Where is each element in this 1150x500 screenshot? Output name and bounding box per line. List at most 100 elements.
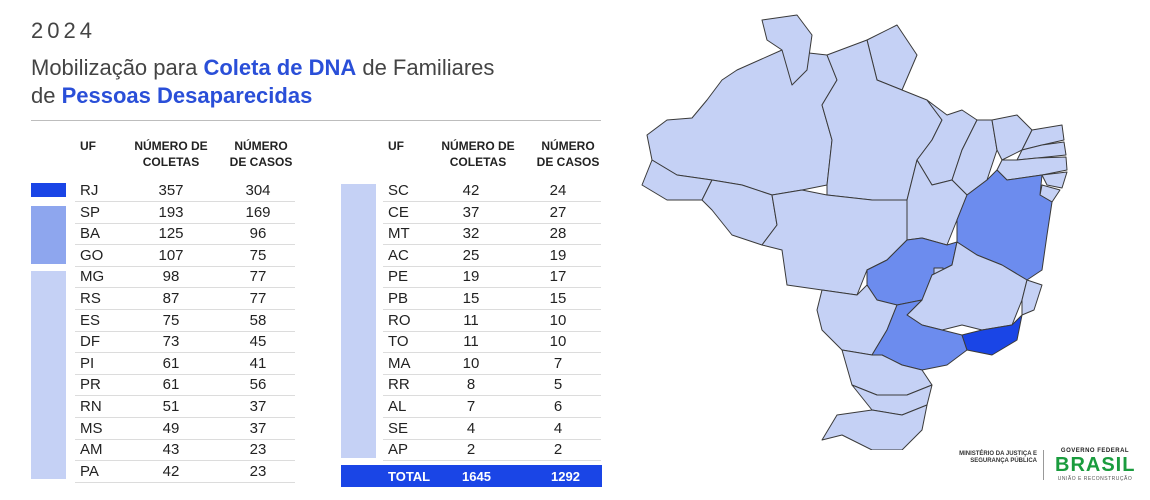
table-row: SC 42 24 [383,180,601,202]
uf-cell: TO [388,333,409,351]
uf-cell: MA [388,354,411,372]
coletas-cell: 357 [158,182,184,199]
table-row: TO 11 10 [383,331,601,354]
table-row: BA 125 96 [75,223,295,246]
table-row: RS 87 77 [75,288,295,310]
table-row: AM 43 23 [75,439,295,462]
brazil-map [641,14,1068,450]
brand-label: BRASIL [1055,454,1136,476]
year-label: 2024 [31,18,96,43]
coletas-cell: 11 [463,333,479,351]
tier-bar-3 [31,271,66,479]
table-row: PB 15 15 [383,288,601,310]
casos-cell: 17 [549,268,567,286]
table-row: PE 19 17 [383,266,601,289]
total-coletas: 1645 [462,469,491,484]
coletas-cell: 75 [162,311,180,329]
uf-cell: AL [388,398,407,415]
casos-cell: 5 [553,376,563,394]
casos-cell: 23 [249,441,267,459]
uf-cell: AP [388,441,409,459]
state-es [1021,279,1043,316]
header-uf: UF [388,139,404,153]
casos-cell: 45 [249,333,267,351]
uf-cell: CE [388,203,409,221]
tier-bar-3 [341,184,376,458]
uf-cell: PA [80,462,99,480]
title-text: de Familiares [356,55,495,80]
state-rr [761,14,813,86]
casos-cell: 37 [249,419,267,437]
coletas-cell: 10 [462,354,480,372]
uf-cell: DF [80,333,100,351]
tier-bar-2 [31,206,66,264]
header-uf: UF [80,139,96,153]
table-row: DF 73 45 [75,331,295,354]
coletas-cell: 42 [162,462,180,480]
casos-cell: 10 [549,333,567,351]
coletas-cell: 42 [462,182,480,199]
uf-cell: SC [388,182,409,199]
coletas-cell: 19 [462,268,480,286]
table-row: SE 4 4 [383,418,601,440]
coletas-cell: 61 [162,354,180,372]
uf-cell: RO [388,311,411,329]
uf-cell: SE [388,419,409,437]
coletas-cell: 25 [462,246,480,264]
state-rj [961,314,1023,356]
casos-cell: 6 [553,398,563,415]
coletas-cell: 73 [162,333,180,351]
table-row: AC 25 19 [383,245,601,267]
coletas-cell: 8 [466,376,476,394]
coletas-cell: 61 [162,376,180,394]
uf-cell: ES [80,311,101,329]
uf-cell: RR [388,376,410,394]
ministry-logo-text: MINISTÉRIO DA JUSTIÇA E SEGURANÇA PÚBLIC… [959,451,1037,464]
casos-cell: 4 [553,419,563,437]
table-row: MG 98 77 [75,266,295,289]
title-text: Mobilização para [31,55,204,80]
uf-cell: RJ [80,182,99,199]
table-row: PA 42 23 [75,461,295,483]
coletas-cell: 11 [463,311,479,329]
casos-cell: 23 [249,462,267,480]
casos-cell: 56 [249,376,267,394]
divider [31,120,601,121]
header-coletas: NÚMERO DE COLETAS [134,139,208,169]
casos-cell: 169 [245,203,271,221]
uf-cell: RN [80,398,102,415]
uf-cell: PR [80,376,101,394]
coletas-cell: 37 [462,203,480,221]
table-row: MA 10 7 [383,353,601,375]
casos-cell: 24 [549,182,567,199]
header-casos: NÚMERO DE CASOS [229,139,293,169]
coletas-cell: 87 [162,290,180,307]
casos-cell: 7 [553,354,563,372]
table-row: CE 37 27 [383,202,601,224]
coletas-cell: 15 [462,290,480,307]
coletas-cell: 4 [466,419,476,437]
table-row: AP 2 2 [383,439,601,462]
uf-cell: MT [388,225,410,243]
uf-cell: PB [388,290,409,307]
header-casos: NÚMERO DE CASOS [536,139,600,169]
coletas-cell: 32 [462,225,480,243]
coletas-cell: 43 [162,441,180,459]
tagline: UNIÃO E RECONSTRUÇÃO [1057,476,1133,482]
table-row: MS 49 37 [75,418,295,440]
table-row: AL 7 6 [383,396,601,418]
page-title: Mobilização para Coleta de DNA de Famili… [31,54,494,110]
uf-cell: AC [388,246,409,264]
casos-cell: 37 [249,398,267,415]
table-row: PR 61 56 [75,374,295,397]
casos-cell: 96 [249,225,267,243]
casos-cell: 15 [549,290,567,307]
coletas-cell: 7 [466,398,476,415]
casos-cell: 28 [549,225,567,243]
table-row: RR 8 5 [383,374,601,397]
state-al [1041,171,1068,189]
tier-bar-1 [31,183,66,197]
title-highlight: Pessoas Desaparecidas [61,83,313,108]
uf-cell: GO [80,246,104,264]
total-casos: 1292 [551,469,580,484]
